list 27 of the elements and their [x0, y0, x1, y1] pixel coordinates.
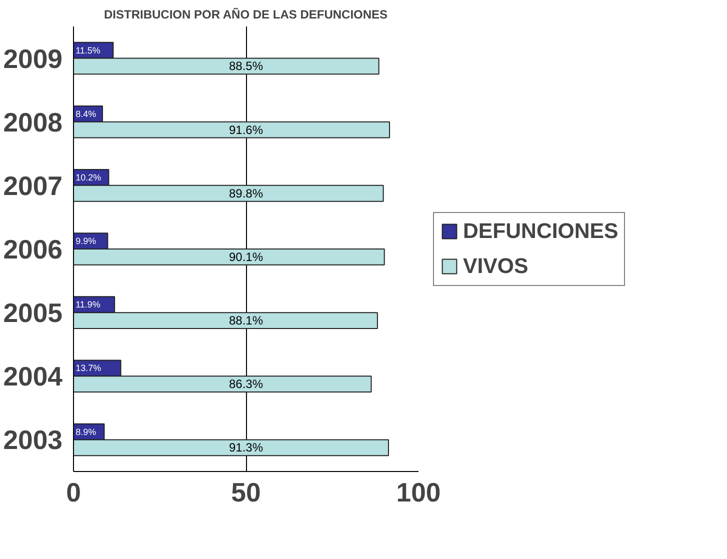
data-label: 91.6% — [228, 122, 264, 137]
y-tick-label: 2003 — [3, 425, 63, 456]
y-tick-label: 2005 — [3, 298, 63, 328]
x-tick-label: 50 — [231, 478, 261, 508]
legend-label: VIVOS — [463, 254, 528, 278]
y-tick-label: 2007 — [3, 170, 63, 201]
legend-label: DEFUNCIONES — [463, 218, 618, 244]
data-label: 91.3% — [228, 440, 264, 455]
y-tick-label: 2006 — [3, 234, 63, 264]
data-label: 9.9% — [76, 236, 96, 246]
y-tick-label: 2004 — [3, 362, 63, 392]
data-label: 13.7% — [76, 363, 102, 374]
x-tick-label: 0 — [66, 478, 81, 508]
data-label: 11.9% — [76, 300, 100, 310]
data-label: 89.8% — [228, 186, 264, 200]
data-label: 88.5% — [228, 59, 264, 74]
data-label: 8.9% — [76, 426, 96, 437]
data-label: 11.5% — [76, 45, 100, 56]
y-tick-label: 2008 — [3, 107, 63, 138]
data-label: 86.3% — [228, 377, 264, 392]
x-tick-label: 100 — [396, 478, 441, 508]
data-label: 90.1% — [228, 250, 264, 264]
data-label: 88.1% — [228, 314, 264, 328]
chart-title: DISTRIBUCION POR AÑO DE LAS DEFUNCIONES — [104, 8, 388, 22]
data-label: 10.2% — [76, 172, 102, 182]
y-tick-label: 2009 — [3, 44, 63, 74]
data-label: 8.4% — [76, 108, 96, 119]
